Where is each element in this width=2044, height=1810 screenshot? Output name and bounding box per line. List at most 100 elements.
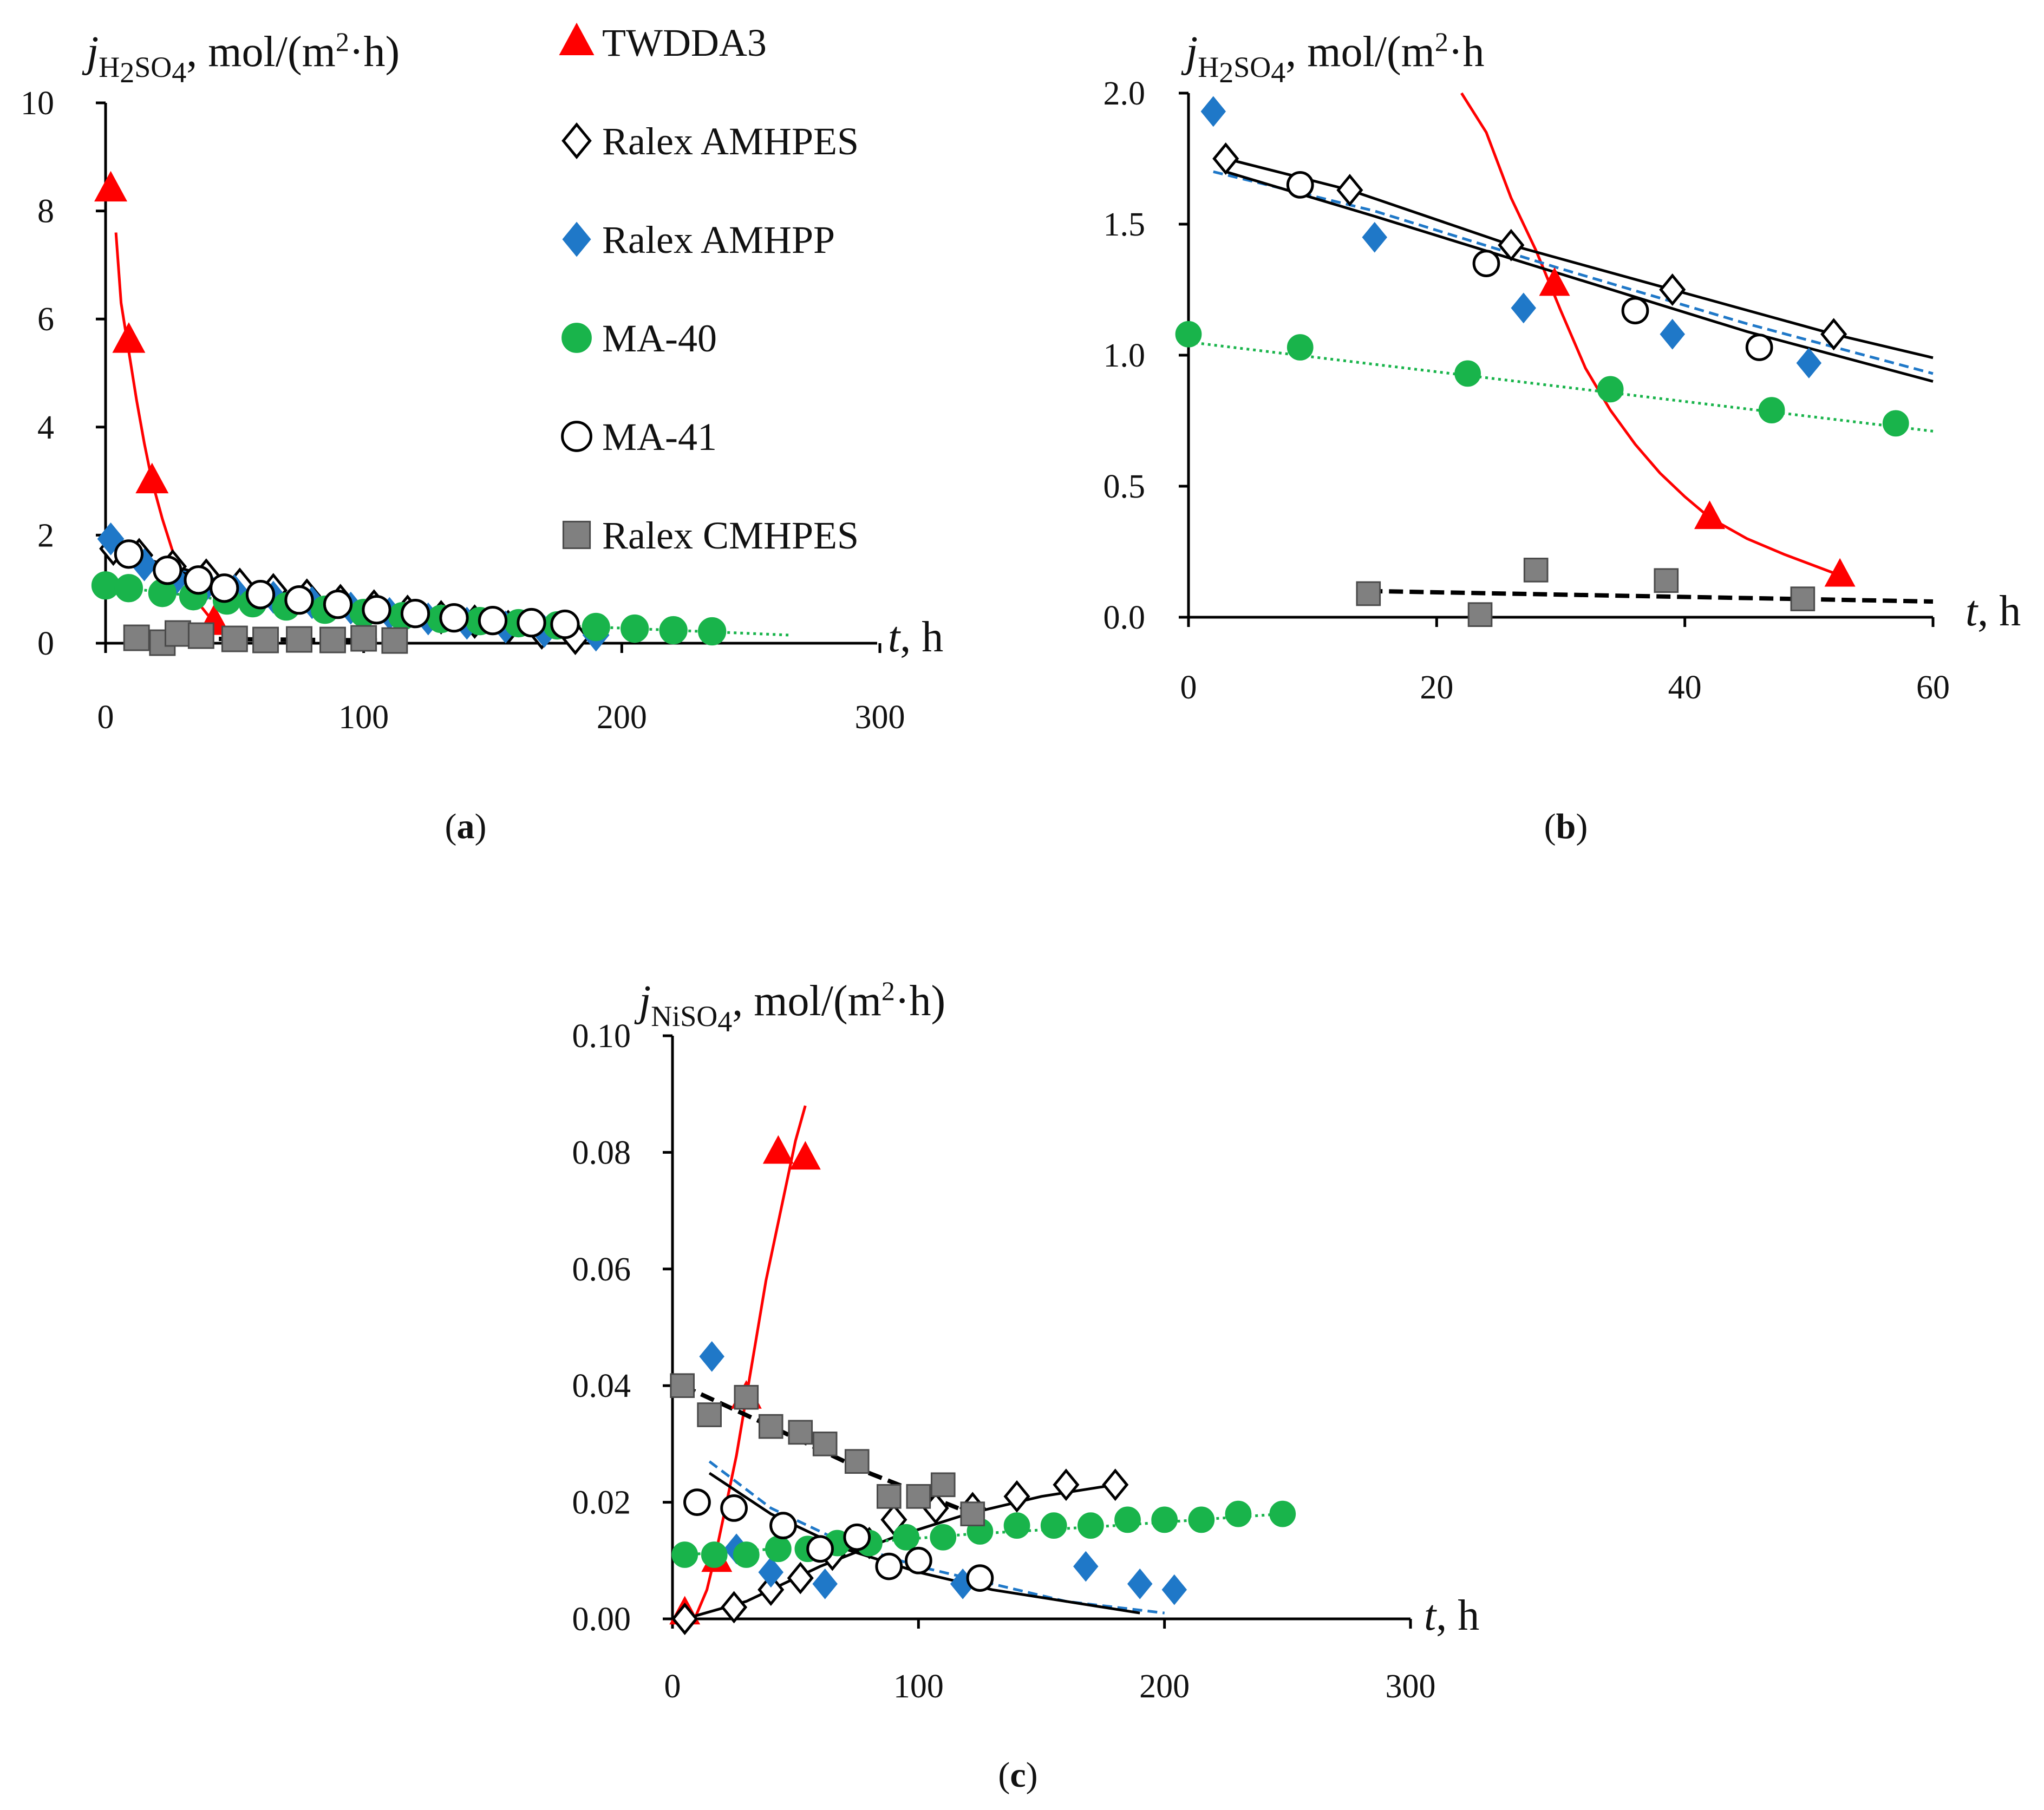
y-label-superscript: 2 [881, 976, 895, 1006]
data-point [1472, 250, 1500, 277]
x-tick-label: 200 [597, 699, 647, 736]
data-point [1151, 1506, 1178, 1533]
data-point [1882, 410, 1909, 437]
data-point [1758, 397, 1785, 424]
data-point [1127, 1569, 1153, 1599]
x-tick-label: 300 [855, 699, 905, 736]
data-point [1102, 1468, 1129, 1501]
data-point [1053, 1468, 1080, 1501]
x-label-symbol: t [1965, 587, 1978, 635]
y-tick-label: 0.04 [572, 1368, 631, 1404]
data-point [1212, 142, 1239, 175]
data-point [1694, 500, 1726, 530]
y-label-units: , mol/(m [1285, 28, 1435, 76]
data-point [210, 573, 239, 603]
y-tick-label: 0.0 [1103, 599, 1146, 636]
data-point [844, 1449, 870, 1474]
data-point [123, 624, 150, 651]
data-point [758, 1557, 783, 1588]
series-ma-41 [1286, 171, 1773, 361]
data-point [699, 1341, 724, 1372]
x-tick-label: 0 [664, 1668, 681, 1705]
caption-letter: b [1556, 807, 1576, 846]
data-point [875, 1552, 903, 1580]
data-point [1225, 1500, 1252, 1527]
panel-c: 0.00 0.02 0.04 0.06 0.08 0.10 0 100 200 300 jNiSO4… [572, 976, 1480, 1795]
data-point [112, 322, 146, 353]
legend-label: TWDDA3 [602, 21, 767, 64]
data-point [806, 1535, 834, 1563]
panel-caption: (c) [998, 1755, 1037, 1795]
data-point [184, 565, 213, 595]
data-point [1003, 1480, 1030, 1513]
series-ralex-amhpes [1212, 142, 1847, 351]
y-tick-label: 0.5 [1103, 468, 1146, 505]
y-label-symbol: j [634, 977, 651, 1025]
data-point [1287, 334, 1314, 361]
x-label-symbol: t [888, 613, 901, 661]
y-tick-label: 0.06 [572, 1251, 631, 1288]
data-point [135, 462, 169, 494]
x-tick-label: 100 [338, 699, 389, 736]
data-point [478, 605, 508, 636]
y-tick-label: 0.10 [572, 1018, 631, 1055]
x-tick-label: 300 [1386, 1668, 1436, 1705]
y-label-units: , mol/(m [186, 28, 336, 76]
data-point [769, 1512, 797, 1540]
circle-open-icon [561, 421, 592, 452]
series-ralex-amhpp [1200, 96, 1822, 378]
y-axis-label: jH2SO4, mol/(m2·h) [82, 27, 400, 89]
fit-line-ralex-cmhpes [1368, 589, 1934, 604]
data-point [906, 1484, 931, 1509]
series-ma-41 [114, 539, 580, 639]
data-point [720, 1494, 748, 1522]
data-point [762, 1135, 794, 1164]
caption-letter: c [1010, 1755, 1026, 1795]
y-label-subscript: 2 [1219, 56, 1233, 89]
caption-letter: a [457, 807, 475, 846]
y-label-symbol: j [1181, 28, 1198, 76]
data-point [1040, 1512, 1067, 1539]
data-point [670, 1373, 695, 1399]
y-label-subscript: NiSO [651, 1000, 717, 1033]
y-tick-label: 2 [37, 517, 54, 554]
data-point [1188, 1506, 1215, 1533]
data-point [1523, 558, 1549, 583]
y-tick-label: 2.0 [1103, 75, 1146, 112]
data-point [787, 1561, 814, 1595]
data-point [400, 598, 430, 629]
data-point [758, 1414, 783, 1439]
x-tick-label: 40 [1668, 669, 1702, 706]
y-tick-label: 0 [37, 625, 54, 662]
y-label-units: , mol/(m [732, 977, 881, 1025]
data-point [734, 1384, 759, 1410]
fit-line-ralex-amhpp [1213, 170, 1934, 375]
data-point [1659, 273, 1686, 306]
triangle-icon [559, 22, 595, 55]
x-tick-label: 100 [893, 1668, 944, 1705]
diamond-filled-icon [562, 221, 591, 257]
data-point [789, 1141, 821, 1170]
y-axis-label: jNiSO4, mol/(m2·h) [634, 976, 945, 1038]
y-label-subscript: 4 [717, 1005, 732, 1038]
data-point [1820, 318, 1847, 351]
data-point [245, 580, 276, 610]
data-point [1336, 174, 1363, 207]
data-point [671, 1541, 698, 1568]
series-ralex-cmhpes [123, 620, 408, 656]
data-point [362, 594, 391, 625]
data-point [165, 620, 191, 647]
data-point [350, 625, 377, 652]
y-tick-label: 0.08 [572, 1134, 631, 1171]
data-point [697, 1402, 722, 1427]
y-tick-label: 0.02 [572, 1485, 631, 1521]
series-twdda3 [1539, 267, 1856, 587]
square-icon [562, 520, 591, 550]
data-point [114, 539, 144, 569]
x-axis-label: t, h [1965, 587, 2021, 635]
circle-filled-icon [561, 323, 592, 353]
x-tick-label: 200 [1139, 1668, 1190, 1705]
data-point [1175, 321, 1202, 348]
legend-label: Ralex AMHPP [602, 218, 835, 262]
data-point [757, 1573, 785, 1606]
